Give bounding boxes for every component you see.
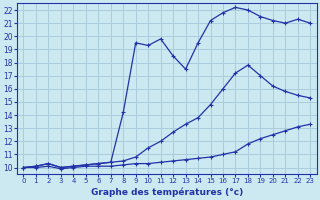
X-axis label: Graphe des températures (°c): Graphe des températures (°c) xyxy=(91,187,243,197)
